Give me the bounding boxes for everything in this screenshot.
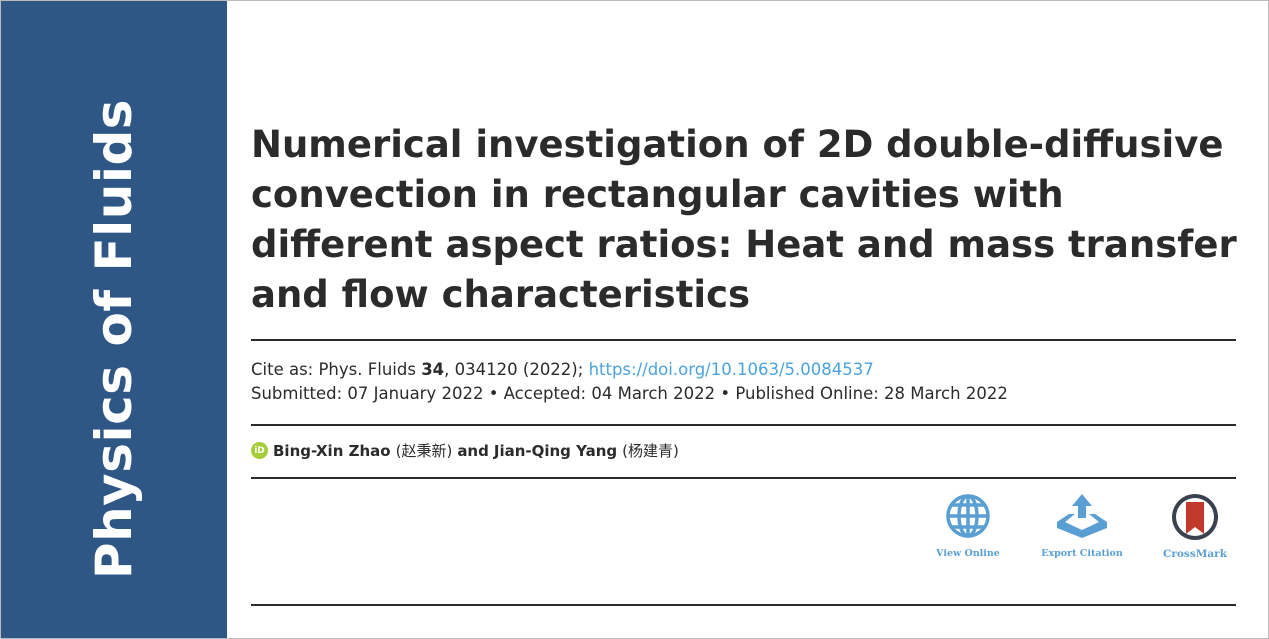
cite-line: Cite as: Phys. Fluids 34, 034120 (2022);… bbox=[251, 358, 1008, 382]
volume: 34 bbox=[421, 360, 445, 379]
cite-rest: , 034120 (2022); bbox=[444, 360, 589, 379]
orcid-icon[interactable]: iD bbox=[251, 442, 268, 459]
dates-line: Submitted: 07 January 2022 • Accepted: 0… bbox=[251, 384, 1008, 403]
crossmark-icon bbox=[1172, 494, 1218, 540]
doi-link[interactable]: https://doi.org/10.1063/5.0084537 bbox=[588, 360, 874, 379]
view-online-label: View Online bbox=[936, 548, 1000, 559]
journal-name: Physics of Fluids bbox=[85, 98, 143, 580]
globe-icon bbox=[946, 494, 990, 538]
citation-block: Cite as: Phys. Fluids 34, 034120 (2022);… bbox=[251, 358, 1008, 406]
view-online-button[interactable]: View Online bbox=[913, 492, 1023, 559]
export-icon bbox=[1057, 494, 1107, 538]
export-citation-button[interactable]: Export Citation bbox=[1027, 492, 1137, 559]
author-1-chinese: (赵秉新) bbox=[395, 442, 453, 460]
divider bbox=[251, 604, 1236, 606]
author-2[interactable]: Jian-Qing Yang bbox=[493, 441, 618, 460]
journal-sidebar: Physics of Fluids bbox=[1, 1, 227, 638]
divider bbox=[251, 424, 1236, 426]
cite-prefix: Cite as: Phys. Fluids bbox=[251, 360, 422, 379]
authors-line: iD Bing-Xin Zhao (赵秉新) and Jian-Qing Yan… bbox=[251, 440, 679, 461]
export-citation-label: Export Citation bbox=[1041, 548, 1123, 559]
divider bbox=[251, 339, 1236, 341]
crossmark-label: CrossMark bbox=[1163, 548, 1227, 560]
article-title: Numerical investigation of 2D double-dif… bbox=[251, 123, 1237, 316]
author-1[interactable]: Bing-Xin Zhao bbox=[273, 441, 391, 460]
and-text: and bbox=[457, 441, 489, 460]
divider bbox=[251, 477, 1236, 479]
crossmark-button[interactable]: CrossMark bbox=[1140, 492, 1250, 560]
author-2-chinese: (杨建青) bbox=[622, 442, 679, 460]
